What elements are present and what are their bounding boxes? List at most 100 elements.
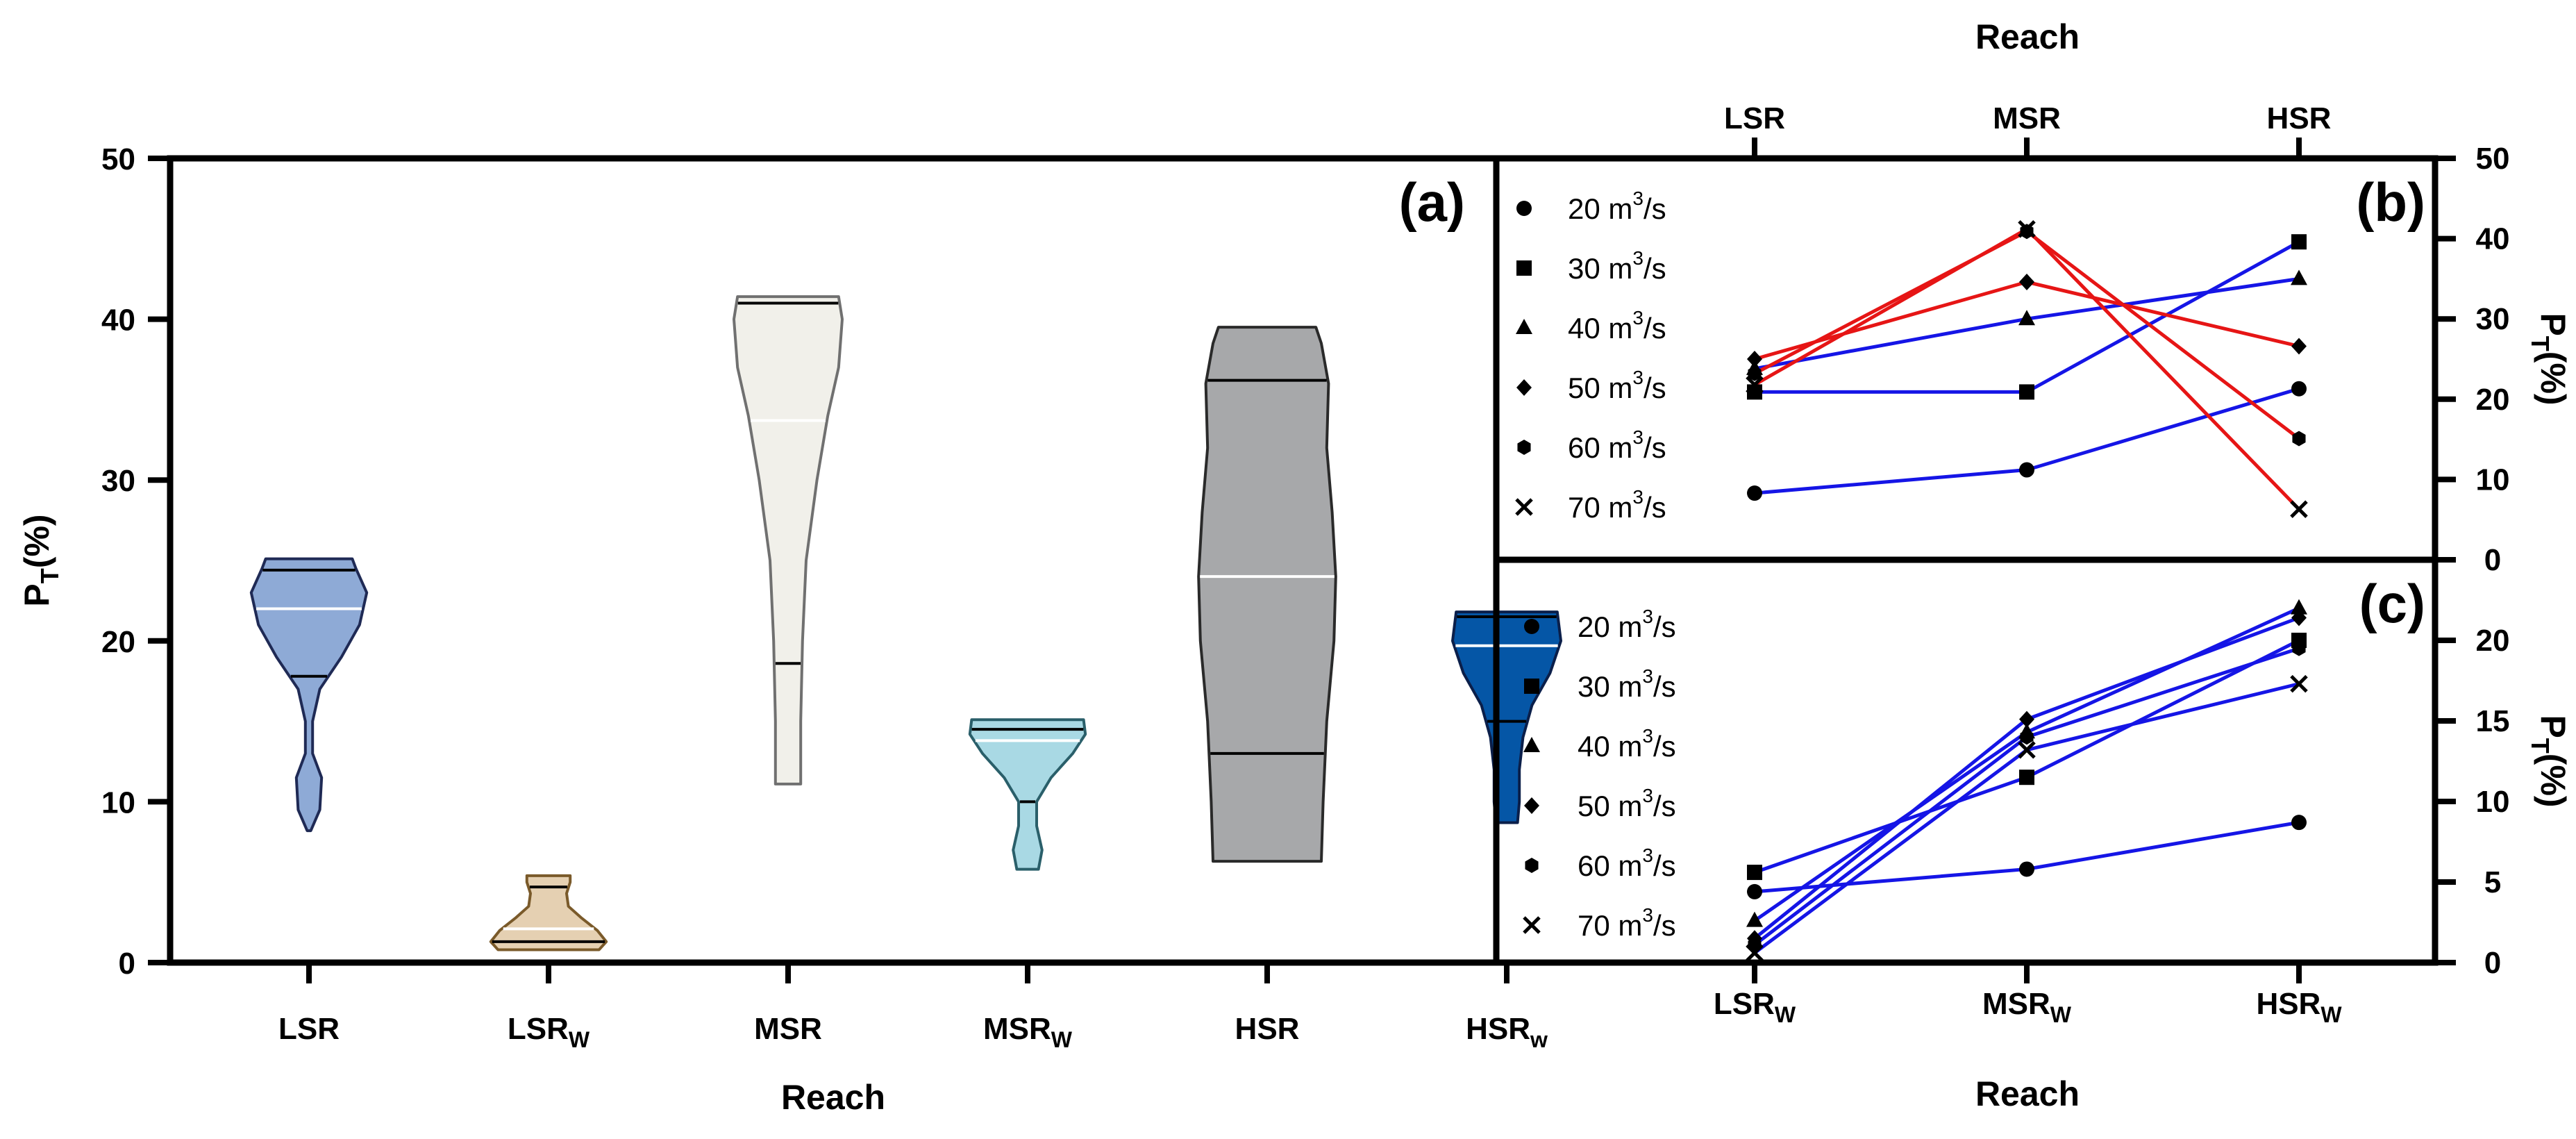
legend-label: 60 m3/s <box>1578 845 1676 882</box>
legend-label: 40 m3/s <box>1568 307 1666 344</box>
data-point <box>1748 365 1762 381</box>
violin-body <box>1197 326 1337 863</box>
data-point <box>2019 384 2034 400</box>
x-tick-label: MSR <box>754 1012 822 1046</box>
panel-a-x-title: Reach <box>781 1078 885 1117</box>
legend-marker <box>1516 260 1532 276</box>
x-tick-label: LSRW <box>508 1012 590 1052</box>
panel-c-legend: 20 m3/s 30 m3/s 40 m3/s 50 m3/s 60 m3/s 70 m3… <box>1523 606 1676 942</box>
legend-item: 20 m3/s <box>1516 188 1666 225</box>
y-tick-label: 50 <box>101 142 135 176</box>
panel-c-y-title: PT(%) <box>2526 715 2573 807</box>
bottom-x-tick-label: MSRW <box>1982 987 2072 1027</box>
legend-item: 70 m3/s <box>1523 904 1676 942</box>
legend-marker <box>1524 679 1539 694</box>
data-point <box>2020 729 2034 745</box>
legend-marker <box>1515 498 1533 516</box>
data-point <box>2019 274 2034 291</box>
y-tick-label: 20 <box>101 625 135 659</box>
panel-a-x-axis: LSR LSRW MSR MSRW HSR HSRw <box>278 963 1548 1052</box>
data-point <box>2291 599 2307 615</box>
panel-c-label: (c) <box>2359 573 2425 634</box>
c-markers-6 <box>1746 674 2308 962</box>
y-tick-label: 0 <box>119 947 135 981</box>
panel-b-x-title: Reach <box>1975 17 2080 56</box>
data-point <box>1747 485 1762 501</box>
legend-marker <box>1516 319 1532 334</box>
data-point <box>1747 883 1762 899</box>
panel-b-label: (b) <box>2356 172 2425 233</box>
data-point <box>1747 351 1762 367</box>
right-y-tick-label: 20 <box>2476 624 2510 658</box>
b-markers-1 <box>1747 381 2307 501</box>
data-point <box>2291 609 2307 626</box>
legend-marker <box>1523 916 1541 934</box>
legend-item: 60 m3/s <box>1525 845 1676 882</box>
legend-label: 40 m3/s <box>1578 725 1676 763</box>
legend-item: 70 m3/s <box>1515 486 1666 524</box>
panel-b-series <box>1746 219 2308 518</box>
legend-label: 50 m3/s <box>1568 367 1666 404</box>
legend-marker <box>1517 440 1531 455</box>
b-markers-4 <box>1747 274 2307 367</box>
right-y-tick-label: 20 <box>2476 383 2510 417</box>
c-markers-5 <box>1748 640 2306 953</box>
legend-marker <box>1516 201 1532 216</box>
panel-b-axes: LSR MSR HSR 0 10 20 30 40 50 <box>1724 101 2509 577</box>
legend-label: 70 m3/s <box>1578 904 1676 942</box>
legend-item: 40 m3/s <box>1523 725 1676 763</box>
bottom-x-tick-label: LSRW <box>1714 987 1796 1027</box>
y-tick-label: 30 <box>101 464 135 498</box>
violin-lsr <box>249 557 369 833</box>
top-x-tick-label: HSR <box>2267 101 2332 135</box>
panel-c-series <box>1746 599 2308 962</box>
panel-a-violin-chart: 0 10 20 30 40 50 LSR LSRW MSR MSRW HSR HSRw (a) Re… <box>17 142 1562 1117</box>
data-point <box>1746 911 1763 927</box>
legend-item: 30 m3/s <box>1524 665 1676 703</box>
data-point <box>2019 770 2034 785</box>
y-tick-label: 40 <box>101 304 135 338</box>
right-y-tick-label: 40 <box>2476 222 2510 256</box>
violin-body <box>1451 610 1562 824</box>
data-point <box>2291 234 2307 250</box>
panel-a-label: (a) <box>1399 172 1465 233</box>
legend-marker <box>1524 797 1539 814</box>
data-point <box>2019 462 2034 478</box>
right-y-tick-label: 10 <box>2476 785 2510 819</box>
data-point <box>2019 861 2034 877</box>
legend-marker <box>1524 619 1539 634</box>
legend-label: 60 m3/s <box>1568 426 1666 464</box>
panel-a-y-axis: 0 10 20 30 40 50 <box>101 142 170 981</box>
data-point <box>2292 640 2306 656</box>
data-point <box>2290 500 2308 518</box>
violin-body <box>489 874 608 951</box>
x-tick-label: MSRW <box>983 1012 1073 1052</box>
data-point <box>2291 269 2307 285</box>
series-line <box>1753 647 2300 947</box>
top-x-tick-label: LSR <box>1724 101 1785 135</box>
panel-b-c-line-charts: LSR MSR HSR 0 10 20 30 40 50 LSRW MSRW HSRW 0 5 10 15 2… <box>1493 17 2573 1113</box>
violin-msr <box>733 295 844 785</box>
b-markers-6 <box>1746 219 2308 518</box>
data-point <box>2018 310 2035 326</box>
c-markers-2 <box>1747 633 2307 881</box>
top-x-tick-label: MSR <box>1993 101 2061 135</box>
legend-marker <box>1523 737 1540 752</box>
legend-item: 20 m3/s <box>1524 606 1676 643</box>
x-tick-label: HSR <box>1235 1012 1300 1046</box>
legend-marker <box>1516 379 1532 396</box>
legend-item: 60 m3/s <box>1517 426 1666 464</box>
right-y-tick-label: 10 <box>2476 463 2510 497</box>
legend-label: 30 m3/s <box>1568 247 1666 285</box>
right-y-tick-label: 0 <box>2484 946 2501 980</box>
legend-item: 40 m3/s <box>1516 307 1666 344</box>
legend-item: 50 m3/s <box>1524 785 1676 822</box>
violins <box>249 295 1562 951</box>
panel-a-y-title: PT(%) <box>17 514 64 606</box>
violin-body <box>733 295 844 785</box>
violin-hsrw <box>1451 610 1562 824</box>
c-series-5 <box>1753 647 2300 947</box>
data-point <box>2292 431 2306 447</box>
data-point <box>2018 740 2036 759</box>
